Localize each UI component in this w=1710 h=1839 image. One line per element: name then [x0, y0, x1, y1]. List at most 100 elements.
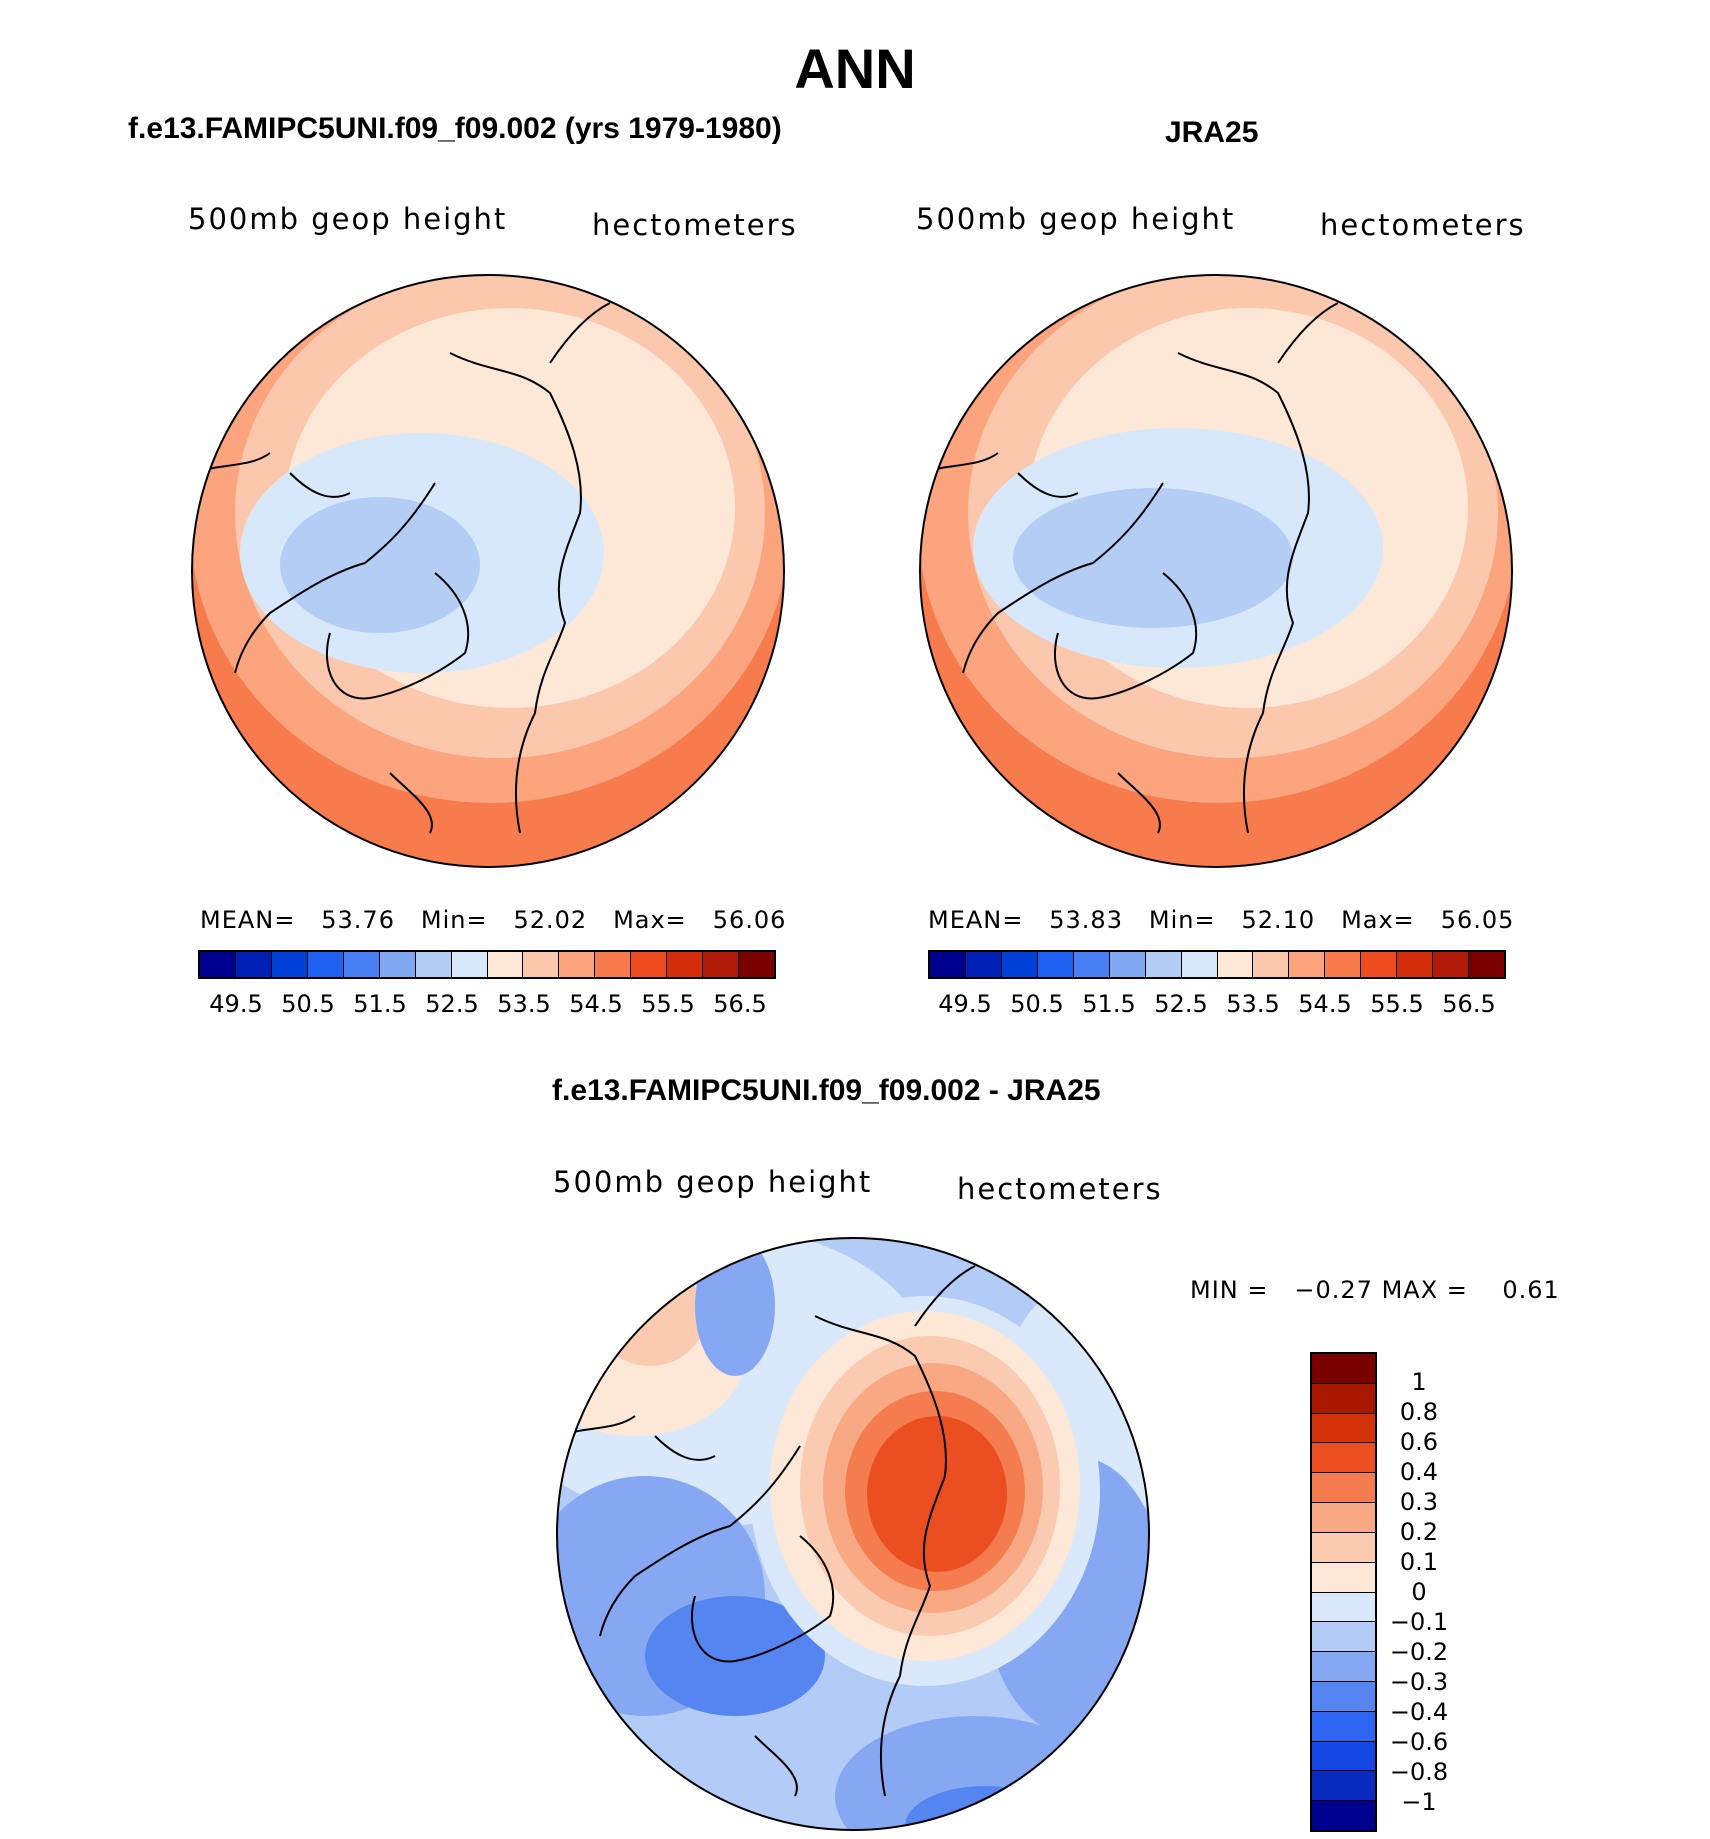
obs-stats: MEAN= 53.83 Min= 52.10 Max= 56.05 [928, 906, 1514, 934]
model-mean-value: 53.76 [321, 906, 395, 934]
colorbar-tick-label: 54.5 [569, 990, 623, 1018]
colorbar-tick-label: −0.3 [1389, 1668, 1449, 1696]
colorbar-swatch [1312, 1652, 1375, 1682]
colorbar-tick-label: 0.2 [1399, 1518, 1439, 1546]
colorbar-swatch [631, 952, 668, 977]
map-boundary [919, 274, 1513, 868]
colorbar-swatch [1217, 952, 1254, 977]
colorbar-tick-label: 55.5 [1370, 990, 1424, 1018]
figure-title: ANN [794, 37, 916, 100]
colorbar-tick-label: 54.5 [1298, 990, 1352, 1018]
colorbar-swatch [379, 952, 416, 977]
colorbar-tick-label: 52.5 [1154, 990, 1208, 1018]
colorbar-swatch [1145, 952, 1182, 977]
colorbar-swatch [1312, 1771, 1375, 1802]
obs-max-value: 56.05 [1440, 906, 1515, 934]
coastlines [559, 1265, 976, 1797]
colorbar-tick-label: 0.4 [1399, 1458, 1439, 1486]
diff-colorbar [1310, 1352, 1377, 1832]
colorbar-tick-label: 56.5 [713, 990, 767, 1018]
obs-mean-label: MEAN= [928, 906, 1024, 934]
model-polar-map [191, 274, 785, 868]
colorbar-swatch [1312, 1503, 1375, 1533]
colorbar-tick-label: 0.8 [1399, 1398, 1439, 1426]
model-stats: MEAN= 53.76 Min= 52.02 Max= 56.06 [200, 906, 786, 934]
colorbar-tick-label: 50.5 [1010, 990, 1064, 1018]
obs-colorbar-ticks: 49.5 50.5 51.5 52.5 53.5 54.5 55.5 56.5 [929, 990, 1505, 1018]
colorbar-tick-label: 53.5 [497, 990, 551, 1018]
contour-band-neg-0-3 [645, 1596, 825, 1716]
colorbar-swatch [1312, 1413, 1375, 1444]
model-mean-label: MEAN= [200, 906, 296, 934]
colorbar-swatch [1001, 952, 1038, 977]
colorbar-swatch [1312, 1532, 1375, 1563]
diff-units-label: hectometers [957, 1172, 1163, 1206]
colorbar-swatch [1289, 952, 1326, 977]
map-boundary [191, 274, 785, 868]
colorbar-tick-label: 0.1 [1399, 1548, 1439, 1576]
colorbar-swatch [523, 952, 560, 977]
colorbar-swatch [1325, 952, 1362, 977]
diff-colorbar-ticks: 1 0.8 0.6 0.4 0.3 0.2 0.1 0 −0.1 −0.2 −0.3 −0.4 −0.6… [1384, 1352, 1456, 1832]
colorbar-swatch [1469, 952, 1504, 977]
colorbar-tick-label: 0 [1411, 1578, 1427, 1606]
colorbar-swatch [1312, 1801, 1375, 1830]
colorbar-swatch [1361, 952, 1398, 977]
colorbar-swatch [307, 952, 344, 977]
colorbar-tick-label: −0.2 [1389, 1638, 1449, 1666]
obs-polar-map [919, 274, 1513, 868]
colorbar-swatch [1312, 1681, 1375, 1712]
colorbar-tick-label: 49.5 [209, 990, 263, 1018]
diff-stats: MIN = −0.27 MAX = 0.61 [1190, 1276, 1560, 1304]
obs-max-label: Max= [1341, 906, 1415, 934]
model-max-label: Max= [613, 906, 687, 934]
colorbar-swatch [1312, 1622, 1375, 1653]
colorbar-swatch [1312, 1711, 1375, 1742]
model-min-label: Min= [420, 906, 488, 934]
colorbar-tick-label: −0.1 [1389, 1608, 1449, 1636]
colorbar-tick-label: 52.5 [425, 990, 479, 1018]
colorbar-swatch [595, 952, 632, 977]
colorbar-tick-label: −0.8 [1389, 1758, 1449, 1786]
obs-min-label: Min= [1148, 906, 1216, 934]
obs-min-value: 52.10 [1241, 906, 1316, 934]
diff-max-value: 0.61 [1502, 1276, 1560, 1304]
colorbar-swatch [415, 952, 452, 977]
colorbar-swatch [1109, 952, 1146, 977]
colorbar-tick-label: −0.6 [1389, 1728, 1449, 1756]
colorbar-swatch [965, 952, 1002, 977]
colorbar-swatch [1312, 1741, 1375, 1772]
colorbar-tick-label: 0.3 [1399, 1488, 1439, 1516]
colorbar-swatch [271, 952, 308, 977]
colorbar-swatch [1433, 952, 1470, 977]
obs-units-label: hectometers [1320, 208, 1526, 242]
map-boundary [556, 1237, 1150, 1831]
diff-panel-title: f.e13.FAMIPC5UNI.f09_f09.002 - JRA25 [552, 1074, 1101, 1107]
colorbar-tick-label: 51.5 [353, 990, 407, 1018]
colorbar-tick-label: −1 [1401, 1788, 1437, 1816]
model-colorbar [198, 950, 776, 979]
colorbar-tick-label: 1 [1411, 1368, 1427, 1396]
obs-variable-label: 500mb geop height [916, 202, 1236, 236]
contour-band-52-5-min [1013, 488, 1293, 628]
colorbar-swatch [1397, 952, 1434, 977]
colorbar-swatch [1312, 1592, 1375, 1623]
model-variable-label: 500mb geop height [188, 202, 508, 236]
colorbar-swatch [559, 952, 596, 977]
colorbar-tick-label: 53.5 [1226, 990, 1280, 1018]
colorbar-swatch [703, 952, 740, 977]
colorbar-tick-label: 0.6 [1399, 1428, 1439, 1456]
colorbar-tick-label: 50.5 [281, 990, 335, 1018]
contour-band-neg-0-2 [695, 1238, 775, 1376]
colorbar-tick-label: 51.5 [1082, 990, 1136, 1018]
diff-variable-label: 500mb geop height [553, 1165, 873, 1199]
diff-min-value: −0.27 [1294, 1276, 1373, 1304]
colorbar-swatch [451, 952, 488, 977]
model-colorbar-ticks: 49.5 50.5 51.5 52.5 53.5 54.5 55.5 56.5 [200, 990, 776, 1018]
colorbar-tick-label: −0.4 [1389, 1698, 1449, 1726]
obs-colorbar [928, 950, 1506, 979]
colorbar-swatch [1312, 1354, 1375, 1384]
diff-max-label: MAX = [1381, 1276, 1468, 1304]
colorbar-swatch [1312, 1443, 1375, 1474]
colorbar-swatch [1037, 952, 1074, 977]
